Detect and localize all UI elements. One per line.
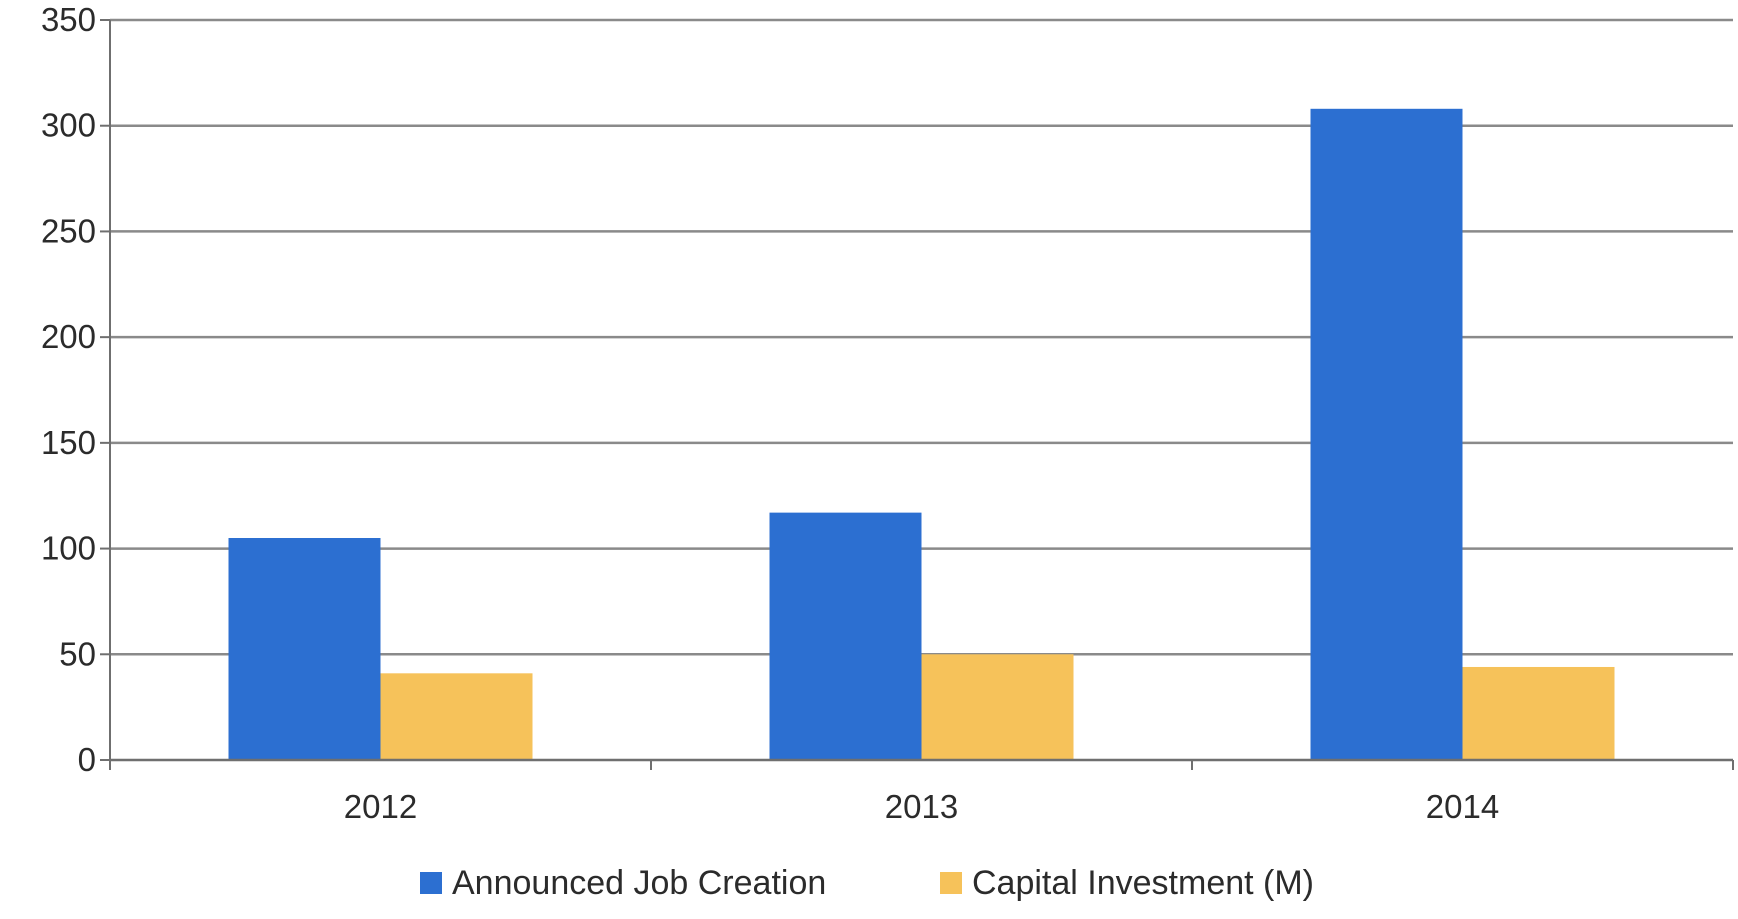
- x-tick-label-2013: 2013: [885, 788, 958, 825]
- legend-label-capital-investment: Capital Investment (M): [972, 864, 1314, 902]
- legend-swatch-job-creation: [420, 872, 442, 894]
- y-tick-label-100: 100: [41, 530, 96, 567]
- bar-job-creation-2013: [769, 512, 922, 760]
- bar-job-creation-2012: [228, 538, 381, 760]
- legend: Announced Job Creation Capital Investment…: [420, 864, 1314, 902]
- bar-capital-investment-2013: [921, 654, 1074, 760]
- y-tick-label-0: 0: [78, 741, 96, 778]
- y-tick-label-150: 150: [41, 424, 96, 461]
- y-tick-label-200: 200: [41, 318, 96, 355]
- x-tick-label-2012: 2012: [344, 788, 417, 825]
- bar-job-creation-2014: [1310, 108, 1463, 761]
- y-tick-label-350: 350: [41, 1, 96, 38]
- bars: [228, 108, 1615, 761]
- legend-label-job-creation: Announced Job Creation: [452, 864, 826, 902]
- y-tick-label-300: 300: [41, 107, 96, 144]
- y-tick-label-250: 250: [41, 212, 96, 249]
- x-axis-ticks: 2012 2013 2014: [109, 760, 1734, 825]
- x-tick-label-2014: 2014: [1426, 788, 1499, 825]
- bar-capital-investment-2012: [380, 673, 533, 760]
- legend-swatch-capital-investment: [940, 872, 962, 894]
- y-axis-ticks: 0 50 100 150 200 250 300 350: [41, 1, 110, 778]
- y-tick-label-50: 50: [59, 635, 96, 672]
- bar-capital-investment-2014: [1462, 666, 1615, 760]
